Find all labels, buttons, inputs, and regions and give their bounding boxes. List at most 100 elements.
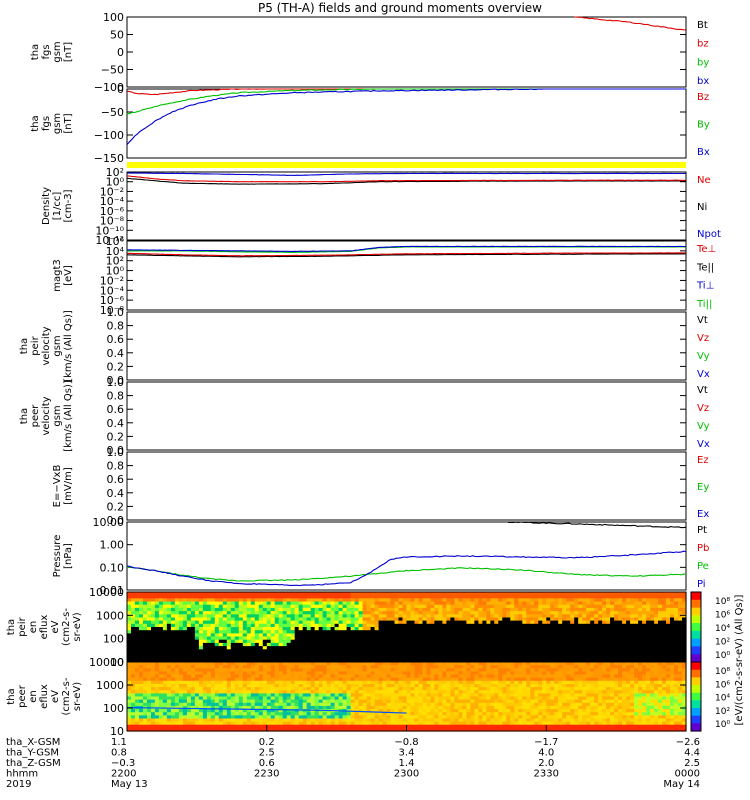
spectrogram-cell [294, 705, 300, 710]
spectrogram-cell [422, 617, 428, 622]
spectrogram-cell [226, 709, 232, 713]
spectrogram-cell [186, 614, 192, 619]
spectrogram-cell [194, 636, 200, 641]
spectrogram-cell [602, 639, 607, 644]
spectrogram-cell [386, 633, 392, 638]
spectrogram-cell [242, 601, 248, 606]
spectrogram-cell [286, 649, 292, 654]
spectrogram-cell [326, 658, 332, 663]
spectrogram-cell [306, 671, 312, 676]
spectrogram-cell [614, 655, 619, 660]
spectrogram-cell [566, 598, 571, 603]
spectrogram-cell [386, 702, 392, 707]
spectrogram-cell [127, 696, 132, 701]
spectrogram-cell [438, 592, 443, 596]
spectrogram-cell [226, 611, 232, 615]
spectrogram-cell [654, 592, 659, 596]
spectrogram-cell [442, 592, 447, 596]
spectrogram-cell [678, 617, 683, 622]
spectrogram-cell [326, 639, 332, 644]
spectrogram-cell [330, 636, 336, 641]
spectrogram-cell [202, 693, 208, 698]
spectrogram-cell [518, 639, 523, 644]
spectrogram-cell [202, 595, 208, 599]
spectrogram-cell [298, 592, 304, 596]
spectrogram-cell [286, 699, 292, 704]
legend-Ti||: Ti|| [696, 299, 712, 310]
spectrogram-cell [190, 705, 196, 710]
spectrogram-cell [314, 649, 320, 654]
spectrogram-cell [362, 687, 368, 691]
spectrogram-cell [646, 611, 651, 615]
spectrogram-cell [314, 668, 320, 672]
spectrogram-cell [131, 677, 136, 682]
spectrogram-cell [414, 690, 420, 694]
spectrogram-cell [218, 687, 224, 691]
legend-Npot: Npot [697, 229, 721, 240]
spectrogram-cell [410, 620, 416, 625]
spectrogram-cell [234, 671, 240, 676]
spectrogram-cell [342, 604, 348, 609]
y-axis-label: magt3 [52, 259, 63, 292]
spectrogram-cell [418, 674, 424, 679]
spectrogram-cell [558, 617, 563, 622]
spectrogram-cell [194, 687, 200, 691]
spectrogram-cell [218, 712, 224, 716]
spectrogram-cell [174, 687, 180, 691]
spectrogram-cell [530, 639, 535, 644]
spectrogram-cell [154, 696, 160, 701]
spectrogram-cell [666, 646, 671, 650]
spectrogram-cell [550, 639, 555, 644]
spectrogram-cell [314, 671, 320, 676]
spectrogram-cell [514, 642, 519, 647]
spectrogram-cell [362, 652, 368, 657]
spectrogram-cell [262, 674, 268, 679]
spectrogram-cell [314, 636, 320, 641]
spectrogram-cell [470, 604, 475, 609]
spectrogram-cell [362, 705, 368, 710]
spectrogram-cell [278, 642, 284, 647]
spectrogram-cell [162, 642, 168, 647]
spectrogram-cell [574, 598, 579, 603]
spectrogram-cell [174, 607, 180, 612]
spectrogram-cell [470, 607, 475, 612]
spectrogram-cell [386, 604, 392, 609]
spectrogram-cell [542, 598, 547, 603]
spectrogram-cell [442, 623, 447, 628]
spectrogram-cell [450, 601, 455, 606]
spectrogram-cell [210, 718, 216, 723]
spectrogram-cell [678, 639, 683, 644]
spectrogram-cell [294, 655, 300, 660]
spectrogram-cell [242, 646, 248, 650]
spectrogram-cell [198, 646, 204, 650]
spectrogram-cell [382, 712, 388, 716]
spectrogram-cell [270, 721, 276, 726]
spectrogram-cell [294, 690, 300, 694]
spectrogram-cell [590, 611, 595, 615]
spectrogram-cell [206, 658, 212, 663]
spectrogram-cell [642, 611, 647, 615]
spectrogram-cell [662, 642, 667, 647]
spectrogram-cell [346, 684, 352, 688]
spectrogram-cell [182, 627, 188, 631]
spectrogram-cell [218, 668, 224, 672]
spectrogram-cell [542, 623, 547, 628]
y-tick-label: 10⁻¹⁰ [95, 224, 124, 237]
spectrogram-cell [646, 636, 651, 641]
spectrogram-cell [178, 680, 184, 685]
spectrogram-cell [286, 652, 292, 657]
spectrogram-cell [127, 655, 132, 660]
spectrogram-cell [434, 620, 439, 625]
spectrogram-cell [626, 601, 631, 606]
spectrogram-cell [139, 614, 144, 619]
spectrogram-cell [474, 633, 479, 638]
spectrogram-cell [246, 617, 252, 622]
spectrogram-cell [518, 607, 523, 612]
series-Npot [126, 172, 687, 176]
spectrogram-cell [210, 601, 216, 606]
spectrogram-cell [566, 649, 571, 654]
spectrogram-cell [618, 611, 623, 615]
spectrogram-cell [642, 630, 647, 634]
spectrogram-cell [498, 652, 503, 657]
